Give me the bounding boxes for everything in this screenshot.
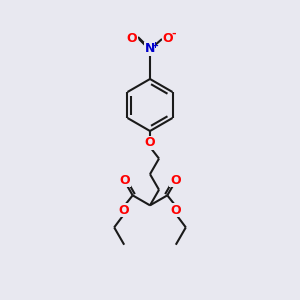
Text: N: N	[145, 43, 155, 56]
Text: O: O	[127, 32, 137, 44]
Text: +: +	[152, 40, 158, 50]
Text: O: O	[119, 174, 130, 187]
Text: O: O	[119, 204, 130, 217]
Text: O: O	[163, 32, 173, 44]
Text: O: O	[145, 136, 155, 149]
Text: O: O	[170, 204, 181, 217]
Text: -: -	[172, 29, 176, 39]
Text: O: O	[170, 174, 181, 187]
